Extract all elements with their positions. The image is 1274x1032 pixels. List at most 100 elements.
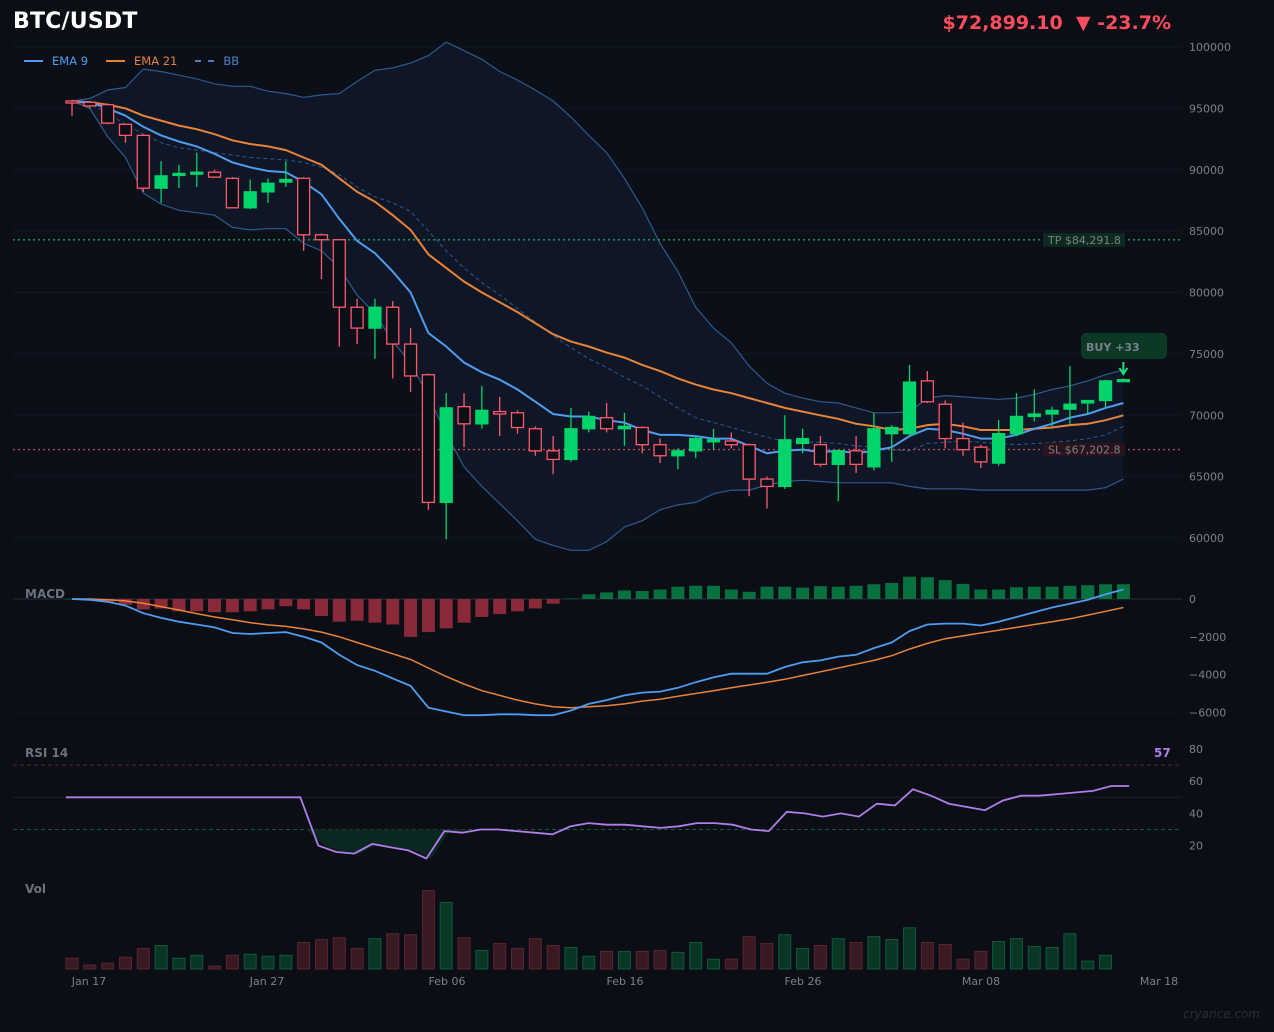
macd-histogram-bar — [1027, 586, 1041, 599]
candle-up[interactable] — [617, 425, 632, 430]
candle-down[interactable] — [83, 101, 97, 107]
macd-histogram-bar — [867, 584, 881, 599]
candle-down[interactable] — [493, 410, 507, 415]
candle-down[interactable] — [974, 446, 988, 463]
volume-bar — [475, 949, 489, 970]
candle-up[interactable] — [689, 437, 703, 452]
volume-bar — [724, 958, 738, 970]
candle-down[interactable] — [920, 380, 935, 403]
candle-up[interactable] — [795, 437, 810, 445]
candle-up[interactable] — [475, 409, 489, 425]
volume-bar — [635, 950, 649, 970]
candle-up[interactable] — [1009, 415, 1024, 435]
candle-down[interactable] — [314, 234, 329, 241]
x-axis-date-label: Feb 16 — [607, 975, 644, 988]
legend-bb-label: BB — [223, 54, 240, 68]
candle-down[interactable] — [65, 100, 79, 104]
candle-up[interactable] — [1027, 413, 1041, 418]
candle-up[interactable] — [867, 428, 881, 468]
candle-up[interactable] — [190, 171, 204, 175]
legend-ema21[interactable]: EMA 21 — [106, 54, 177, 68]
candle-up[interactable] — [1063, 403, 1077, 410]
volume-bar — [493, 943, 507, 970]
candle-down[interactable] — [297, 177, 311, 236]
candle-down[interactable] — [332, 239, 346, 308]
legend-ema9[interactable]: EMA 9 — [24, 54, 88, 68]
volume-bar — [867, 936, 881, 970]
candle-up[interactable] — [368, 306, 382, 329]
candle-down[interactable] — [510, 412, 525, 429]
rsi-panel-label: RSI 14 — [25, 746, 69, 760]
candle-up[interactable] — [172, 172, 186, 177]
candle-down[interactable] — [849, 450, 863, 466]
candle-down[interactable] — [350, 306, 364, 329]
candle-down[interactable] — [136, 134, 150, 189]
candle-up[interactable] — [885, 426, 899, 435]
candle-up[interactable] — [671, 450, 685, 457]
candle-down[interactable] — [724, 440, 738, 446]
volume-bar — [938, 944, 952, 970]
macd-histogram-bar — [600, 592, 614, 599]
candle-down[interactable] — [938, 403, 952, 440]
macd-histogram-bar — [1063, 585, 1077, 599]
volume-bar — [707, 958, 721, 970]
candle-up[interactable] — [279, 178, 293, 183]
volume-bar — [225, 954, 239, 970]
macd-histogram-bar — [546, 599, 560, 604]
candle-down[interactable] — [742, 444, 756, 480]
candle-down[interactable] — [207, 171, 222, 178]
candle-up[interactable] — [1045, 409, 1059, 415]
candle-up[interactable] — [243, 191, 257, 209]
candle-down[interactable] — [100, 104, 115, 124]
candle-down[interactable] — [457, 406, 471, 425]
candle-down[interactable] — [760, 478, 774, 488]
candle-down[interactable] — [546, 450, 560, 461]
volume-bar — [528, 938, 542, 970]
candle-down[interactable] — [635, 426, 649, 446]
candle-up[interactable] — [902, 381, 917, 435]
candle-up[interactable] — [991, 433, 1006, 464]
volume-bar — [813, 944, 827, 970]
candle-up[interactable] — [1081, 399, 1095, 404]
legend-ema21-label: EMA 21 — [134, 54, 178, 68]
macd-histogram-bar — [136, 599, 150, 610]
candle-down[interactable] — [225, 177, 240, 209]
price-axis-tick: 70000 — [1189, 409, 1224, 422]
candle-down[interactable] — [528, 428, 542, 452]
candle-up[interactable] — [831, 450, 845, 466]
legend-bb[interactable]: BB — [195, 54, 239, 68]
candle-up[interactable] — [778, 439, 792, 488]
candle-down[interactable] — [421, 374, 436, 504]
price-axis-tick: 65000 — [1189, 471, 1224, 484]
candle-down[interactable] — [403, 343, 418, 377]
candle-up[interactable] — [1116, 379, 1131, 383]
macd-histogram-bar — [297, 599, 311, 610]
candle-down[interactable] — [118, 123, 133, 137]
bollinger-mid-line — [71, 100, 1124, 452]
macd-axis-tick: −2000 — [1189, 631, 1226, 644]
volume-bar — [564, 946, 578, 970]
candle-up[interactable] — [564, 428, 578, 461]
candle-down[interactable] — [599, 417, 614, 430]
volume-bar — [118, 956, 132, 970]
macd-histogram-bar — [225, 599, 239, 613]
candle-up[interactable] — [154, 175, 168, 189]
candle-down[interactable] — [653, 444, 667, 457]
volume-bar — [136, 947, 150, 970]
x-axis-date-label: Feb 06 — [429, 975, 466, 988]
candle-up[interactable] — [706, 439, 721, 443]
volume-bar — [172, 957, 186, 970]
candle-up[interactable] — [1098, 380, 1113, 402]
macd-histogram-bar — [796, 587, 810, 599]
candle-up[interactable] — [261, 182, 275, 193]
volume-bar — [1027, 945, 1041, 970]
take-profit-badge — [1043, 232, 1125, 247]
candle-down[interactable] — [813, 444, 828, 465]
take-profit-label: TP $84,291.8 — [1047, 234, 1121, 247]
candle-down[interactable] — [386, 306, 400, 345]
candle-up[interactable] — [582, 415, 596, 430]
candle-down[interactable] — [956, 437, 970, 451]
candle-up[interactable] — [439, 407, 453, 504]
price-axis-tick: 95000 — [1189, 102, 1224, 115]
